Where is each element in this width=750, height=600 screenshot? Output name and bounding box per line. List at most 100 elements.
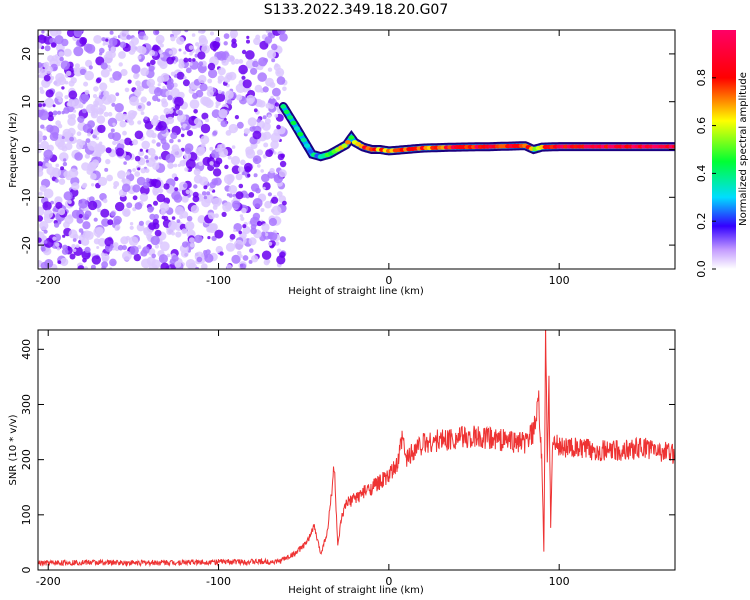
signal-track-cell xyxy=(280,104,287,109)
noise-blob xyxy=(109,30,114,35)
noise-blob xyxy=(91,183,95,187)
noise-blob xyxy=(52,236,57,241)
y-tick-label: 300 xyxy=(20,394,33,415)
noise-blob xyxy=(58,51,64,57)
signal-track-cell xyxy=(672,144,675,149)
noise-blob xyxy=(40,140,49,150)
signal-track-cell xyxy=(287,115,294,120)
noise-blob xyxy=(241,75,246,80)
noise-blob xyxy=(63,107,70,114)
noise-blob xyxy=(198,61,204,67)
noise-blob xyxy=(73,67,83,77)
noise-blob xyxy=(97,208,101,213)
noise-blob xyxy=(111,102,116,107)
noise-blob xyxy=(134,88,142,97)
noise-blob xyxy=(276,96,280,101)
y-tick-label: -20 xyxy=(20,236,33,254)
noise-blob xyxy=(73,109,77,113)
snr-series-line xyxy=(38,330,675,568)
noise-blob xyxy=(171,30,182,36)
noise-blob xyxy=(256,118,261,123)
noise-blob xyxy=(177,188,182,192)
noise-blob xyxy=(149,213,156,220)
spectrogram-x-label: Height of straight line (km) xyxy=(288,286,424,297)
noise-blob xyxy=(146,129,155,138)
noise-blob xyxy=(38,237,42,243)
noise-blob xyxy=(200,135,210,145)
noise-blob xyxy=(167,95,173,101)
noise-blob xyxy=(51,167,62,178)
noise-blob xyxy=(38,161,43,167)
noise-blob xyxy=(101,218,110,227)
noise-blob xyxy=(159,202,170,212)
noise-blob xyxy=(83,81,89,87)
noise-blob xyxy=(44,45,51,52)
y-tick-label: 0 xyxy=(20,567,33,574)
noise-blob xyxy=(39,89,45,95)
noise-blob xyxy=(129,222,134,226)
noise-blob xyxy=(239,263,247,269)
noise-blob xyxy=(207,62,216,71)
noise-blob xyxy=(133,253,141,262)
noise-blob xyxy=(62,234,66,238)
noise-blob xyxy=(49,132,59,142)
noise-blob xyxy=(123,210,130,217)
noise-blob xyxy=(68,168,79,178)
noise-blob xyxy=(55,91,63,100)
noise-blob xyxy=(205,249,211,255)
noise-blob xyxy=(114,103,124,113)
noise-blob xyxy=(190,205,200,214)
noise-blob xyxy=(73,246,83,256)
noise-blob xyxy=(193,109,198,114)
noise-blob xyxy=(57,134,63,139)
noise-blob xyxy=(81,183,87,189)
noise-blob xyxy=(185,221,195,231)
noise-blob xyxy=(146,78,156,88)
noise-blob xyxy=(262,86,269,93)
noise-blob xyxy=(216,51,227,61)
noise-blob xyxy=(271,58,276,63)
noise-blob xyxy=(90,264,96,269)
noise-blob xyxy=(242,255,249,261)
noise-blob xyxy=(211,235,217,242)
noise-blob xyxy=(238,64,248,75)
noise-blob xyxy=(122,245,127,251)
noise-blob xyxy=(217,90,222,94)
y-tick-label: 400 xyxy=(20,339,33,360)
noise-blob xyxy=(188,237,195,244)
noise-blob xyxy=(166,228,173,235)
noise-blob xyxy=(265,149,273,158)
snr-x-label: Height of straight line (km) xyxy=(288,585,424,596)
noise-blob xyxy=(189,60,199,70)
noise-blob xyxy=(176,71,185,80)
noise-blob xyxy=(251,255,259,263)
noise-blob xyxy=(92,94,98,99)
noise-blob xyxy=(64,80,69,85)
noise-blob xyxy=(238,230,242,235)
noise-blob xyxy=(154,244,159,249)
noise-blob xyxy=(276,124,281,130)
noise-blob xyxy=(137,120,142,125)
noise-blob xyxy=(207,236,211,240)
noise-blob xyxy=(246,35,250,40)
noise-blob xyxy=(165,153,176,164)
noise-blob xyxy=(132,195,138,201)
noise-blob xyxy=(265,77,274,87)
noise-blob xyxy=(193,117,202,126)
noise-blob xyxy=(140,67,149,77)
noise-blob xyxy=(199,176,209,186)
signal-track-cell xyxy=(293,126,300,131)
noise-blob xyxy=(226,193,230,197)
spectrogram-signal-track xyxy=(278,102,675,162)
noise-blob xyxy=(66,70,72,77)
noise-blob xyxy=(233,228,237,233)
noise-blob xyxy=(60,257,69,267)
noise-blob xyxy=(229,233,236,240)
noise-blob xyxy=(197,64,207,74)
noise-blob xyxy=(212,197,222,207)
noise-blob xyxy=(70,77,77,84)
noise-blob xyxy=(95,77,102,84)
noise-blob xyxy=(157,121,167,131)
noise-blob xyxy=(201,263,208,269)
noise-blob xyxy=(43,149,53,160)
